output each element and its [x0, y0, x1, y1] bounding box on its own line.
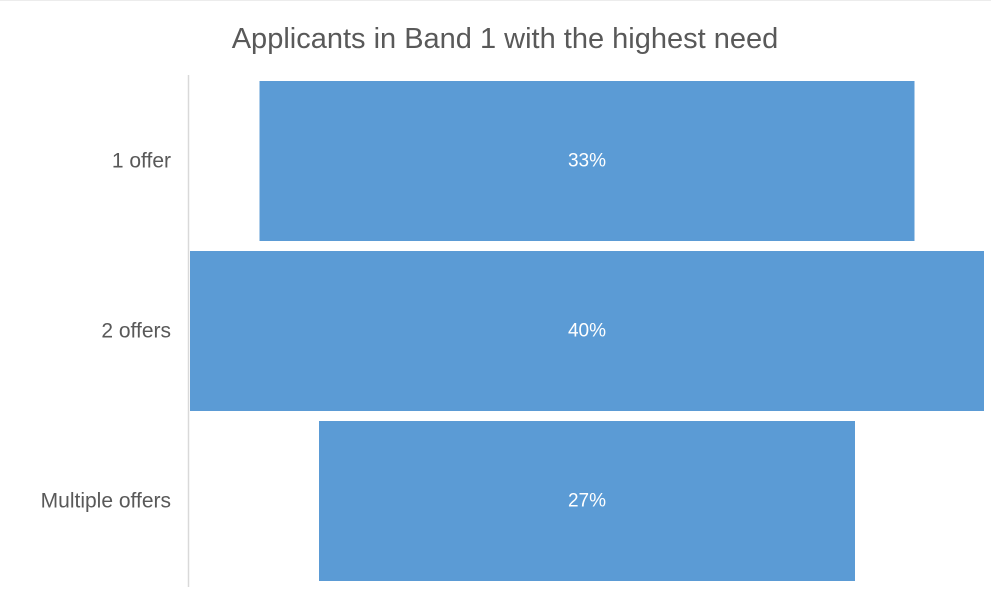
funnel-bar	[190, 251, 984, 411]
data-label: 33%	[568, 151, 606, 172]
bars-layer: 33% 1 offer 40% 2 offers 27% Multiple offers	[41, 81, 984, 581]
category-label: Multiple offers	[41, 490, 171, 513]
funnel-bar	[319, 421, 855, 581]
category-label: 1 offer	[112, 150, 171, 173]
funnel-bar	[259, 81, 915, 241]
category-label: 2 offers	[101, 320, 171, 343]
chart-title: Applicants in Band 1 with the highest ne…	[231, 23, 779, 55]
data-label: 27%	[568, 491, 606, 512]
data-label: 40%	[568, 321, 606, 342]
